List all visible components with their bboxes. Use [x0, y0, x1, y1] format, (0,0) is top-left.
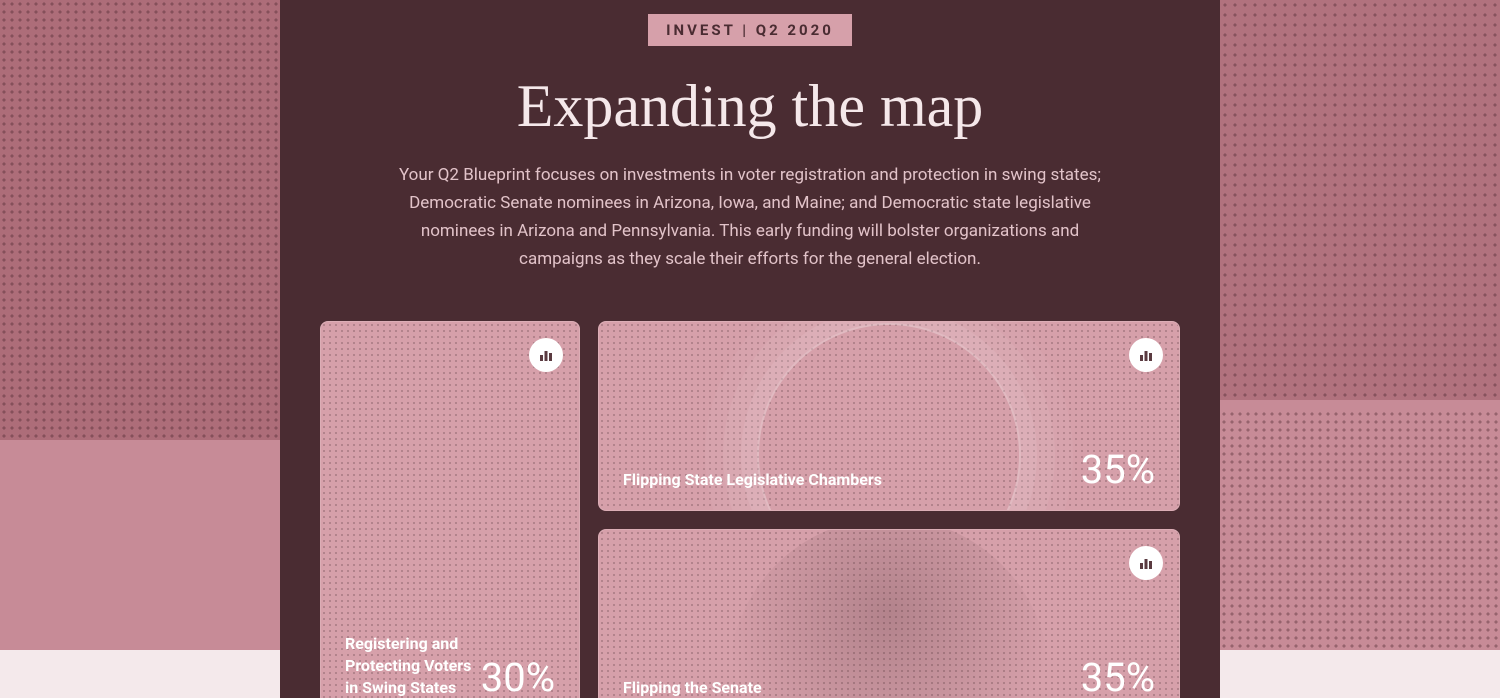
- card-value: 35%: [1081, 658, 1155, 698]
- bar-chart-icon: [529, 338, 563, 372]
- bar-chart-icon: [1129, 338, 1163, 372]
- card-title: Flipping the Senate: [623, 677, 762, 698]
- card-value: 35%: [1081, 450, 1155, 490]
- card-flipping-senate[interactable]: Flipping the Senate 35%: [598, 529, 1180, 698]
- bar-chart-icon: [1129, 546, 1163, 580]
- main-panel: INVEST | Q2 2020 Expanding the map Your …: [280, 0, 1220, 698]
- bg-texture-top-right: [1220, 0, 1500, 400]
- page-description: Your Q2 Blueprint focuses on investments…: [380, 161, 1120, 273]
- card-state-legislative[interactable]: Flipping State Legislative Chambers 35%: [598, 321, 1180, 511]
- investment-cards: Registering and Protecting Voters in Swi…: [320, 321, 1180, 698]
- card-registering-voters[interactable]: Registering and Protecting Voters in Swi…: [320, 321, 580, 698]
- page-title: Expanding the map: [517, 72, 984, 141]
- bg-texture-top-left: [0, 0, 280, 440]
- quarter-badge: INVEST | Q2 2020: [648, 14, 852, 46]
- card-title: Registering and Protecting Voters in Swi…: [345, 633, 481, 698]
- card-title: Flipping State Legislative Chambers: [623, 469, 882, 491]
- card-value: 30%: [481, 658, 555, 698]
